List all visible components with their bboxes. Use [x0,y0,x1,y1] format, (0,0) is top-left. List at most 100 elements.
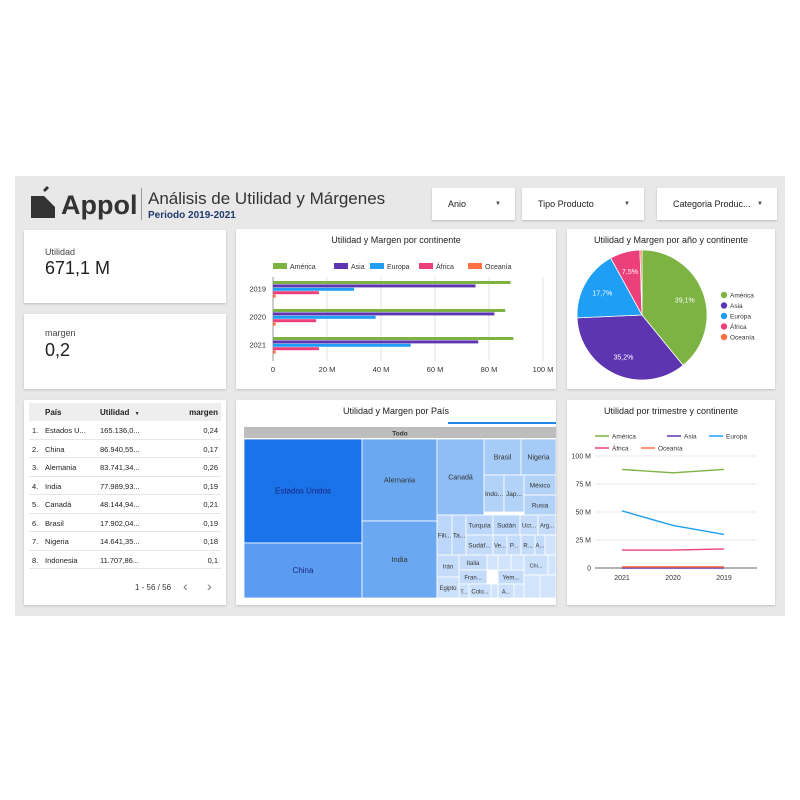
legend-swatch [419,263,433,269]
treemap-cell-label: Italia [467,561,480,567]
legend-label: América [290,264,316,271]
treemap-root-bar [244,427,556,438]
line-america [621,468,725,474]
table-row[interactable]: 1. Estados U... 165.136,0... 0,24 [29,421,221,440]
y-tick-label: 2021 [249,341,266,350]
table-body: 1. Estados U... 165.136,0... 0,24 2. China 86.… [29,421,221,575]
table-row[interactable]: 3. Alemania 83.741,34... 0,26 [29,458,221,477]
treemap-cell-label: Fran... [464,576,482,582]
pie-slice-label: 35,2% [613,355,633,362]
y-tick-label: 100 M [572,454,592,461]
y-tick-label: 2020 [249,313,266,322]
apple-logo-icon [31,186,55,218]
x-tick-label: 20 M [319,365,336,374]
brand-name: Appol [61,190,138,220]
legend-label: Oceanía [658,446,683,453]
filter-tipo-producto[interactable]: Tipo Producto ▼ [522,188,644,220]
bar-africa-2021 [273,347,319,351]
legend-swatch [720,291,728,299]
treemap-cell-label: Ucr... [522,524,536,530]
legend-swatch [468,263,482,269]
row-index: 7. [32,537,39,546]
pie-slice-oceania [639,249,643,316]
table-row[interactable]: 6. Brasil 17.902,04... 0,19 [29,514,221,532]
table-row[interactable]: 2. China 86.940,55... 0,17 [29,440,221,458]
treemap-cell-label: China [293,566,314,575]
next-page-button[interactable]: › [207,578,212,594]
caret-down-icon: ▼ [624,201,630,207]
pie-slice-europa [576,257,643,319]
row-margen: 0,17 [203,444,218,454]
table-row[interactable]: 7. Nigeria 14.641,35... 0,18 [29,532,221,551]
treemap-cell-label: Ve... [494,544,506,550]
row-index: 8. [32,555,39,565]
row-utilidad: 86.940,55... [100,444,140,454]
bar-africa-2019 [273,291,319,295]
treemap-cell-label: Sudán [497,523,516,530]
treemap-cell-nigeria [520,438,556,476]
treemap-cell-label: Yem... [503,576,520,582]
legend-swatch [720,312,728,320]
treemap-cell-label: A... [535,544,544,550]
treemap-cell-label: Chi... [530,564,543,570]
row-index: 4. [32,481,39,491]
filter-anio[interactable]: Anio ▼ [432,188,515,220]
col-margen-header[interactable]: margen [189,408,218,417]
row-pais: Japón [45,574,65,575]
table-row[interactable]: 4. India 77.989,93... 0,19 [29,477,221,495]
treemap-cell-label: Sudáf... [468,543,491,550]
filter-categoria-producto[interactable]: Categoria Produc... ▼ [657,188,777,220]
treemap-cell-label: Egipto [439,586,457,592]
prev-page-button[interactable]: ‹ [183,578,188,594]
legend-label: Europa [387,264,410,271]
line-chart-card: Utilidad por trimestre y continente Amér… [567,400,775,605]
bar-africa-2020 [273,319,317,323]
bar-chart-card: Utilidad y Margen por continente América… [236,229,556,389]
treemap-cell-small [490,583,499,599]
row-pais: Canadá [45,500,72,509]
row-utilidad: 77.989,93... [100,481,140,491]
legend-swatch [720,333,728,341]
legend-label: Asia [730,303,743,310]
kpi-margen-card: margen 0,2 [24,314,226,389]
page-title: Análisis de Utilidad y Márgenes [148,189,386,208]
table-row[interactable]: 9. Japón 11.460,25... 0,21 [29,569,221,575]
bar-europa-2021 [273,343,411,347]
row-utilidad: 11.707,86... [100,555,140,565]
bar-oceania-2019 [273,294,276,298]
row-margen: 0,21 [203,574,218,575]
kpi-margen-value: 0,2 [45,340,71,360]
kpi-utilidad-card: Utilidad 671,1 M [24,230,226,303]
legend-label: África [612,444,629,453]
row-index: 1. [32,426,39,435]
table-header: País Utilidad ▼ margen [29,403,221,421]
treemap-cell-label: Arg... [540,524,555,530]
treemap-cell-label: Brasil [494,455,512,462]
treemap-cell-small [547,554,556,576]
treemap-cell-canada [436,438,485,516]
x-tick-label: 100 M [533,365,554,374]
row-index: 3. [32,463,39,472]
country-table-card: País Utilidad ▼ margen 1. Estados U... 165… [24,400,226,605]
table-row[interactable]: 8. Indonesia 11.707,86... 0,1 [29,551,221,569]
bar-europa-2020 [273,315,376,319]
treemap-cell-label: Colo... [471,590,489,596]
pie-slice-label: 7,5% [622,269,638,276]
treemap-cell-small [523,574,541,599]
treemap-cell-china [243,542,363,599]
treemap-title: Utilidad y Margen por País [342,406,450,416]
table-row[interactable]: 5. Canadá 48.144,94... 0,21 [29,495,221,514]
row-margen: 0,24 [203,426,218,435]
legend-swatch [273,263,287,269]
bar-america-2021 [273,337,514,340]
col-utilidad-label: Utilidad [100,408,130,417]
page-subtitle: Periodo 2019-2021 [148,210,236,221]
pie-slice-label: 17,7% [592,291,612,298]
sort-desc-icon: ▼ [134,411,140,417]
treemap-cell-label: Fili... [438,533,452,540]
legend-label: Asia [351,264,365,271]
legend-label: Asia [684,434,697,441]
col-pais-header[interactable]: País [45,408,62,417]
treemap-cell-small [510,554,525,571]
col-utilidad-header[interactable]: Utilidad ▼ [100,408,140,417]
